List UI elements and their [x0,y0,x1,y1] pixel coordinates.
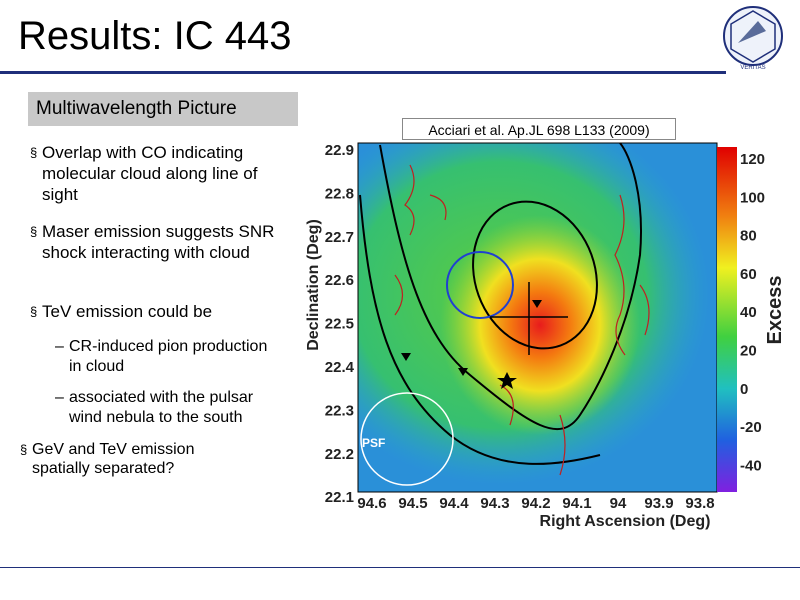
x-tick-label: 94.1 [562,495,591,512]
x-tick-label: 94.5 [398,495,427,512]
colorbar-label: Excess [764,276,786,345]
y-tick-label: 22.7 [325,229,354,246]
colorbar-tick-label: 80 [740,228,757,245]
x-tick-label: 94.2 [521,495,550,512]
x-tick-label: 94 [610,495,627,512]
logo: VERITAS [723,6,783,71]
x-tick-label: 93.9 [644,495,673,512]
colorbar-tick-label: -20 [740,419,762,436]
x-tick-label: 94.4 [439,495,469,512]
y-tick-label: 22.8 [325,185,354,202]
slide-title: Results: IC 443 [18,14,292,58]
colorbar-tick-label: 60 [740,266,757,283]
psf-label: PSF [362,436,385,450]
section-label: Multiwavelength Picture [28,92,298,126]
y-tick-label: 22.9 [325,142,354,159]
sky-map: PSF Declination (Deg) Right Ascension (D… [305,142,786,530]
citation: Acciari et al. Ap.JL 698 L133 (2009) [402,118,676,140]
x-axis-label: Right Ascension (Deg) [540,513,711,530]
y-tick-label: 22.5 [325,316,354,333]
footer-rule [0,567,800,568]
y-tick-label: 22.6 [325,272,354,289]
x-tick-label: 94.6 [357,495,386,512]
x-tick-label: 94.3 [480,495,509,512]
y-tick-label: 22.4 [325,359,355,376]
y-axis-label: Declination (Deg) [305,219,322,351]
bullet: TeV emission could be [30,301,292,322]
y-tick-label: 22.2 [325,446,354,463]
colorbar-tick-label: 100 [740,189,765,206]
colorbar-tick-label: 120 [740,151,765,168]
colorbar-tick-label: -40 [740,457,762,474]
bullet: GeV and TeV emission spatially separated… [20,440,252,478]
x-tick-label: 93.8 [685,495,714,512]
bullet: Maser emission suggests SNR shock intera… [30,221,292,263]
bullet: Overlap with CO indicating molecular clo… [30,142,292,205]
sub-bullet: CR-induced pion production in cloud [55,337,281,377]
sub-bullet: associated with the pulsar wind nebula t… [55,388,281,428]
logo-text: VERITAS [740,65,765,71]
colorbar-tick-label: 40 [740,304,757,321]
colorbar-tick-label: 20 [740,343,757,360]
colorbar-tick-label: 0 [740,381,748,398]
y-tick-label: 22.1 [325,489,354,506]
y-tick-label: 22.3 [325,402,354,419]
title-rule [0,71,726,74]
